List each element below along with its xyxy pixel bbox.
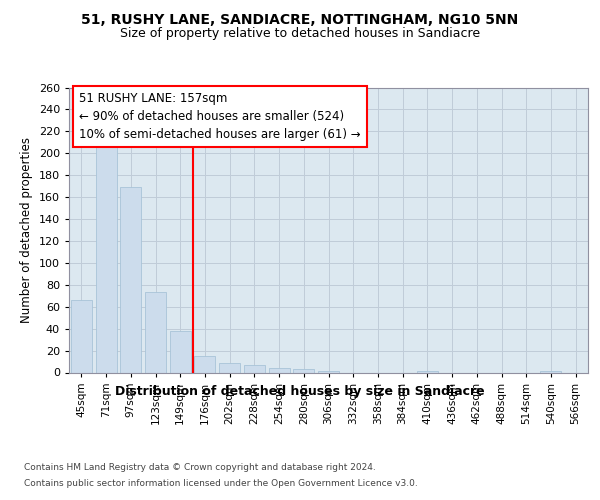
Bar	[219, 362, 240, 372]
Text: Size of property relative to detached houses in Sandiacre: Size of property relative to detached ho…	[120, 28, 480, 40]
Text: Contains public sector information licensed under the Open Government Licence v3: Contains public sector information licen…	[24, 479, 418, 488]
Text: Contains HM Land Registry data © Crown copyright and database right 2024.: Contains HM Land Registry data © Crown c…	[24, 462, 376, 471]
Bar	[293, 369, 314, 372]
Text: 51 RUSHY LANE: 157sqm
← 90% of detached houses are smaller (524)
10% of semi-det: 51 RUSHY LANE: 157sqm ← 90% of detached …	[79, 92, 361, 141]
Text: Distribution of detached houses by size in Sandiacre: Distribution of detached houses by size …	[115, 385, 485, 398]
Bar	[145, 292, 166, 372]
Bar	[95, 146, 116, 372]
Y-axis label: Number of detached properties: Number of detached properties	[20, 137, 33, 323]
Bar	[269, 368, 290, 372]
Text: 51, RUSHY LANE, SANDIACRE, NOTTINGHAM, NG10 5NN: 51, RUSHY LANE, SANDIACRE, NOTTINGHAM, N…	[82, 12, 518, 26]
Bar	[244, 365, 265, 372]
Bar	[71, 300, 92, 372]
Bar	[120, 187, 141, 372]
Bar	[170, 331, 191, 372]
Bar	[194, 356, 215, 372]
